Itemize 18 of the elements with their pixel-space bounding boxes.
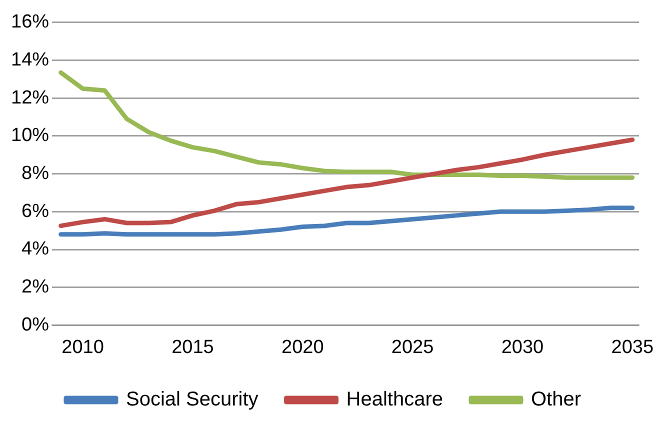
x-tick-label: 2015 xyxy=(172,336,214,358)
x-tick-label: 2025 xyxy=(391,336,434,358)
y-tick-label: 8% xyxy=(22,163,50,184)
x-tick-label: 2010 xyxy=(62,336,104,358)
y-tick-label: 4% xyxy=(22,238,50,260)
y-tick-label: 6% xyxy=(22,200,50,222)
x-tick-label: 2035 xyxy=(611,336,654,358)
x-tick-label: 2020 xyxy=(282,336,324,358)
legend-label: Healthcare xyxy=(346,388,443,411)
y-tick-label: 12% xyxy=(10,87,50,108)
legend-label: Other xyxy=(530,388,582,411)
y-tick-label: 2% xyxy=(22,276,50,298)
legend-label: Social Security xyxy=(126,388,258,411)
y-tick-label: 10% xyxy=(10,125,50,146)
y-tick-label: 16% xyxy=(10,12,50,33)
y-tick-label: 14% xyxy=(10,49,50,70)
x-tick-label: 2030 xyxy=(501,336,544,358)
y-tick-label: 0% xyxy=(22,314,50,336)
